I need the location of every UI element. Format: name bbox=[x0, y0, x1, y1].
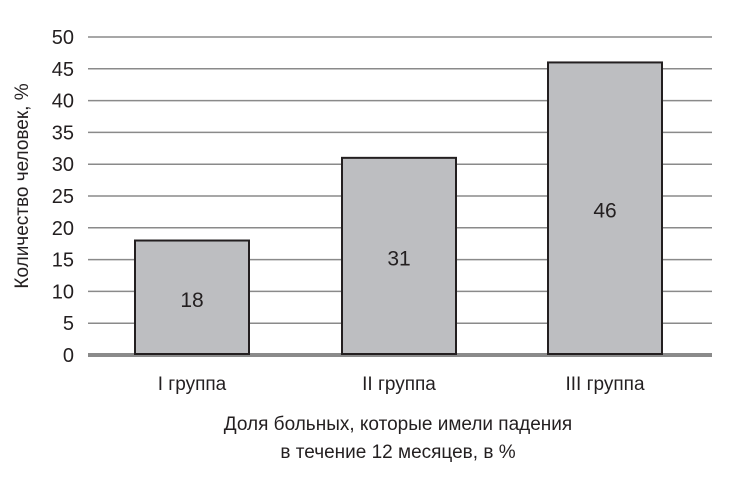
y-tick-label: 35 bbox=[52, 122, 74, 144]
x-tick-label: II группа bbox=[362, 374, 436, 395]
bar bbox=[341, 156, 457, 355]
y-axis-label: Количество человек, % bbox=[12, 83, 33, 288]
data-label: 46 bbox=[593, 200, 616, 223]
data-label: 31 bbox=[387, 247, 410, 270]
y-tick-label: 25 bbox=[52, 186, 74, 208]
x-tick-label: I группа bbox=[158, 374, 227, 395]
y-tick-label: 10 bbox=[52, 281, 74, 303]
y-tick-label: 15 bbox=[52, 250, 74, 272]
y-tick-labels: 0 5 10 15 20 25 30 35 40 45 50 bbox=[52, 27, 74, 367]
y-tick-label: 20 bbox=[52, 218, 74, 240]
y-tick-label: 5 bbox=[63, 313, 74, 335]
bar bbox=[134, 239, 250, 356]
x-tick-label: III группа bbox=[565, 374, 644, 395]
y-tick-label: 0 bbox=[63, 345, 74, 367]
x-tick-labels: I группа II группа III группа bbox=[158, 374, 645, 395]
y-tick-label: 30 bbox=[52, 154, 74, 176]
y-tick-label: 40 bbox=[52, 91, 74, 113]
bars: 18 31 46 bbox=[134, 61, 663, 356]
x-axis-label-line1: Доля больных, которые имели падения bbox=[224, 414, 572, 435]
x-axis-label-line2: в течение 12 месяцев, в % bbox=[280, 442, 515, 463]
bar bbox=[547, 61, 663, 355]
y-tick-label: 50 bbox=[52, 27, 74, 49]
y-tick-label: 45 bbox=[52, 59, 74, 81]
data-label: 18 bbox=[180, 289, 203, 312]
